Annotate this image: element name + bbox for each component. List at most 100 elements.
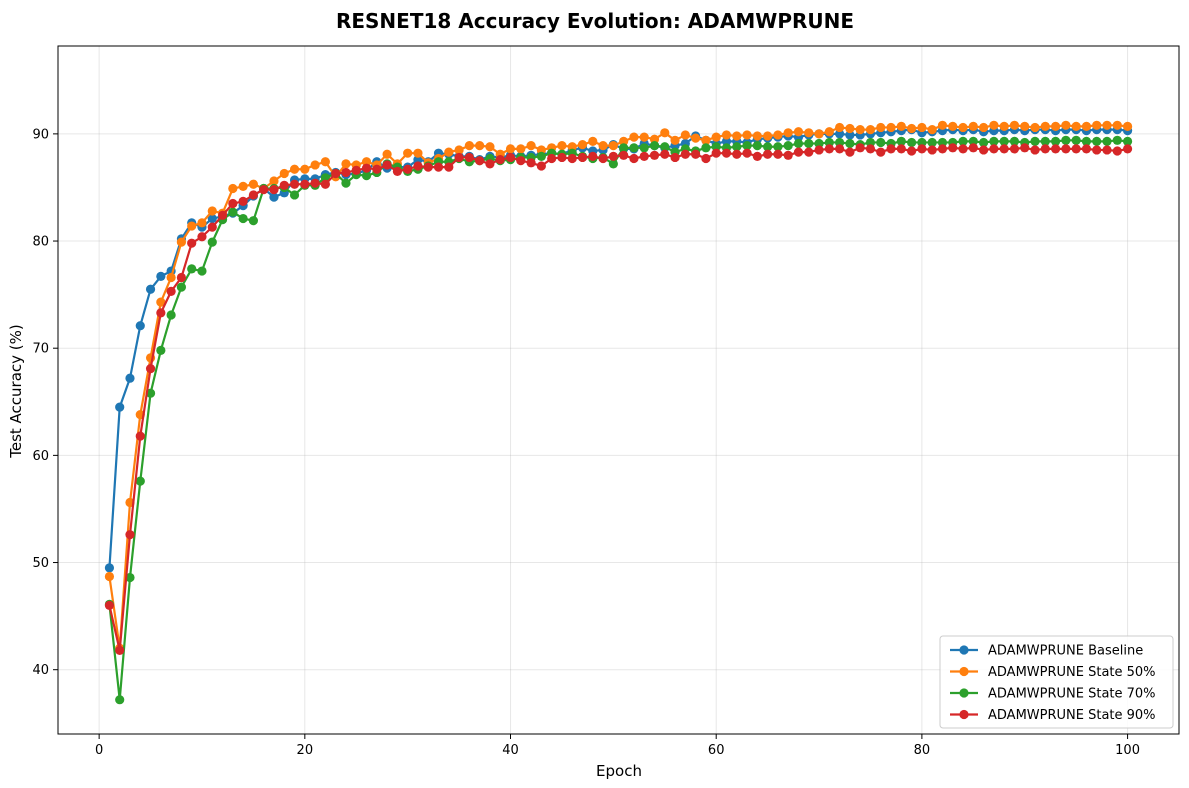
x-tick-label: 60 xyxy=(708,743,725,758)
data-point xyxy=(639,151,649,161)
data-point xyxy=(886,122,896,133)
y-tick-label: 70 xyxy=(32,342,49,357)
data-point xyxy=(608,159,618,169)
data-point xyxy=(773,149,783,159)
data-point xyxy=(1040,144,1050,154)
data-point xyxy=(516,156,526,166)
data-point xyxy=(1122,144,1133,154)
y-tick-label: 40 xyxy=(32,663,49,678)
data-point xyxy=(392,166,402,176)
data-point xyxy=(372,164,382,174)
data-point xyxy=(320,179,330,189)
series-group xyxy=(104,120,1133,705)
data-point xyxy=(403,164,413,174)
data-point xyxy=(660,149,670,159)
data-point xyxy=(1061,135,1071,145)
data-point xyxy=(125,572,135,583)
data-point xyxy=(166,286,176,297)
data-point xyxy=(536,145,546,155)
series-line xyxy=(108,128,1128,568)
data-point xyxy=(958,122,968,133)
data-point xyxy=(1112,135,1122,145)
data-point xyxy=(145,363,156,374)
data-point xyxy=(763,149,773,159)
data-point xyxy=(207,222,217,232)
data-point xyxy=(989,144,999,154)
x-tick-label: 0 xyxy=(95,743,103,758)
data-point xyxy=(207,213,217,224)
data-point xyxy=(495,155,505,165)
data-point xyxy=(927,124,937,135)
data-point xyxy=(341,159,351,169)
legend-label: ADAMWPRUNE Baseline xyxy=(988,644,1143,659)
data-point xyxy=(968,143,978,153)
data-point xyxy=(238,181,248,191)
data-point xyxy=(228,183,238,194)
data-point xyxy=(115,402,125,412)
data-point xyxy=(721,130,732,140)
data-point xyxy=(989,136,999,146)
data-point xyxy=(1102,136,1112,146)
data-point xyxy=(341,178,351,188)
data-point xyxy=(1122,136,1133,146)
plot-frame xyxy=(57,45,1180,735)
data-point xyxy=(958,136,968,146)
data-point xyxy=(680,130,690,140)
data-point xyxy=(135,321,145,331)
legend-item: ADAMWPRUNE Baseline xyxy=(950,644,1143,659)
data-point xyxy=(577,139,588,150)
data-point xyxy=(670,152,680,163)
data-point xyxy=(752,141,762,151)
chart-title: RESNET18 Accuracy Evolution: ADAMWPRUNE xyxy=(336,9,854,33)
data-point xyxy=(279,180,289,190)
legend-item: ADAMWPRUNE State 70% xyxy=(950,687,1156,702)
data-point xyxy=(793,147,804,157)
data-point xyxy=(886,144,896,154)
data-point xyxy=(763,131,773,141)
data-point xyxy=(711,132,721,142)
data-point xyxy=(341,167,351,178)
data-point xyxy=(413,161,423,171)
data-point xyxy=(310,160,320,170)
data-point xyxy=(619,143,629,153)
data-point xyxy=(1040,121,1050,131)
x-axis-label: Epoch xyxy=(596,762,642,780)
data-point xyxy=(1020,143,1030,153)
data-point xyxy=(1092,120,1102,130)
data-point xyxy=(824,127,834,137)
data-point xyxy=(845,123,855,134)
data-point xyxy=(1030,145,1040,155)
data-point xyxy=(248,216,258,226)
data-point xyxy=(104,563,115,573)
data-point xyxy=(361,163,372,173)
data-point xyxy=(217,210,228,220)
data-point xyxy=(1102,120,1112,130)
data-point xyxy=(763,142,773,152)
data-point xyxy=(835,137,845,148)
x-tick-label: 40 xyxy=(502,743,519,758)
data-point xyxy=(187,221,197,231)
data-point xyxy=(835,129,845,139)
data-point xyxy=(948,121,958,131)
data-point xyxy=(814,145,824,155)
data-point xyxy=(310,178,320,188)
data-point xyxy=(300,164,310,174)
data-point xyxy=(989,120,999,130)
y-tick-label: 80 xyxy=(32,235,49,250)
data-point xyxy=(691,149,701,159)
y-axis-ticks: 40 50 60 70 80 90 xyxy=(32,127,58,678)
data-point xyxy=(701,135,711,145)
series-3 xyxy=(104,135,1133,705)
data-point xyxy=(187,264,197,274)
series-line xyxy=(108,139,1128,701)
data-point xyxy=(660,128,670,138)
data-point xyxy=(937,144,948,154)
data-point xyxy=(865,144,876,154)
data-point xyxy=(824,144,834,154)
data-point xyxy=(145,284,156,294)
series-line xyxy=(108,146,1128,652)
legend-label: ADAMWPRUNE State 50% xyxy=(988,665,1156,680)
data-point xyxy=(536,151,546,161)
data-point xyxy=(907,146,917,156)
data-point xyxy=(937,120,948,130)
